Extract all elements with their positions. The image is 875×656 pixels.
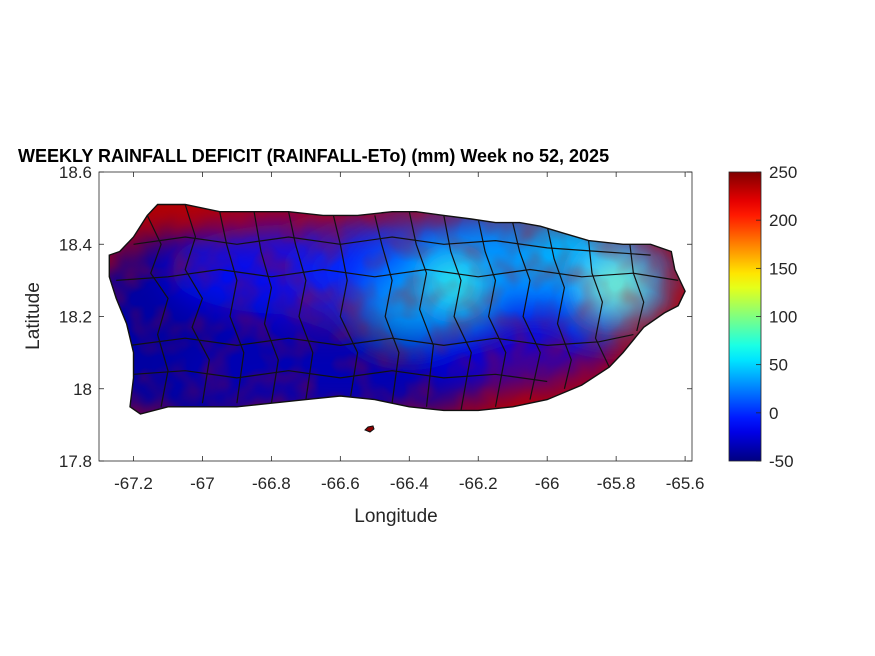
colorbar: -50 0 50 100 150 200 250 — [728, 163, 797, 471]
colorbar-tick-label: 200 — [769, 211, 797, 230]
municipality-boundary — [288, 211, 314, 400]
x-axis-ticks: -67.2 -67 -66.8 -66.6 -66.4 -66.2 -66 -65.8 -65.… — [114, 172, 704, 493]
island-outline — [108, 203, 686, 415]
x-tick-label: -66.6 — [321, 474, 360, 493]
x-tick-label: -66.8 — [252, 474, 291, 493]
y-tick-label: 18.2 — [59, 308, 92, 327]
municipality-boundary — [133, 236, 651, 256]
colorbar-tick-label: 50 — [769, 356, 788, 375]
municipality-boundary — [408, 211, 435, 407]
municipality-boundary — [129, 334, 634, 347]
x-tick-label: -66.4 — [390, 474, 429, 493]
x-tick-label: -65.8 — [597, 474, 636, 493]
small-island — [364, 425, 375, 433]
x-tick-label: -66 — [535, 474, 560, 493]
colorbar-ticks: -50 0 50 100 150 200 250 — [756, 163, 797, 471]
colorbar-tick-label: -50 — [769, 452, 794, 471]
municipality-boundary — [219, 211, 245, 404]
map-axes: -67.2 -67 -66.8 -66.6 -66.4 -66.2 -66 -65.8 -65.… — [59, 163, 705, 493]
municipality-boundaries — [116, 204, 679, 411]
municipality-boundary — [116, 268, 679, 281]
colorbar-tick-label: 150 — [769, 259, 797, 278]
municipality-boundary — [512, 222, 541, 400]
colorbar-tick-label: 100 — [769, 308, 797, 327]
x-tick-label: -67.2 — [114, 474, 153, 493]
x-tick-label: -67 — [190, 474, 215, 493]
municipality-boundary — [253, 211, 279, 404]
y-tick-label: 17.8 — [59, 452, 92, 471]
colorbar-tick-label: 0 — [769, 404, 778, 423]
y-tick-label: 18.4 — [59, 235, 92, 254]
municipality-boundary — [477, 218, 507, 407]
municipality-boundary — [184, 204, 210, 404]
municipality-boundary — [629, 244, 645, 332]
municipality-boundary — [332, 215, 359, 397]
y-axis-label: Latitude — [23, 282, 44, 350]
colorbar-scale — [728, 171, 762, 462]
municipality-boundary — [443, 215, 472, 411]
x-tick-label: -65.6 — [666, 474, 705, 493]
municipality-boundary — [588, 240, 610, 368]
y-tick-label: 18 — [73, 380, 92, 399]
y-axis-ticks: 17.8 18 18.2 18.4 18.6 — [59, 163, 692, 471]
y-tick-label: 18.6 — [59, 163, 92, 182]
municipality-boundary — [374, 215, 400, 404]
x-axis-label: Longitude — [354, 506, 437, 527]
x-tick-label: -66.2 — [459, 474, 498, 493]
plot-title: WEEKLY RAINFALL DEFICIT (RAINFALL-ETo) (… — [18, 146, 609, 166]
municipality-boundary — [546, 226, 572, 389]
colorbar-tick-label: 250 — [769, 163, 797, 182]
municipality-boundary — [146, 215, 169, 407]
municipality-boundary — [133, 370, 548, 383]
